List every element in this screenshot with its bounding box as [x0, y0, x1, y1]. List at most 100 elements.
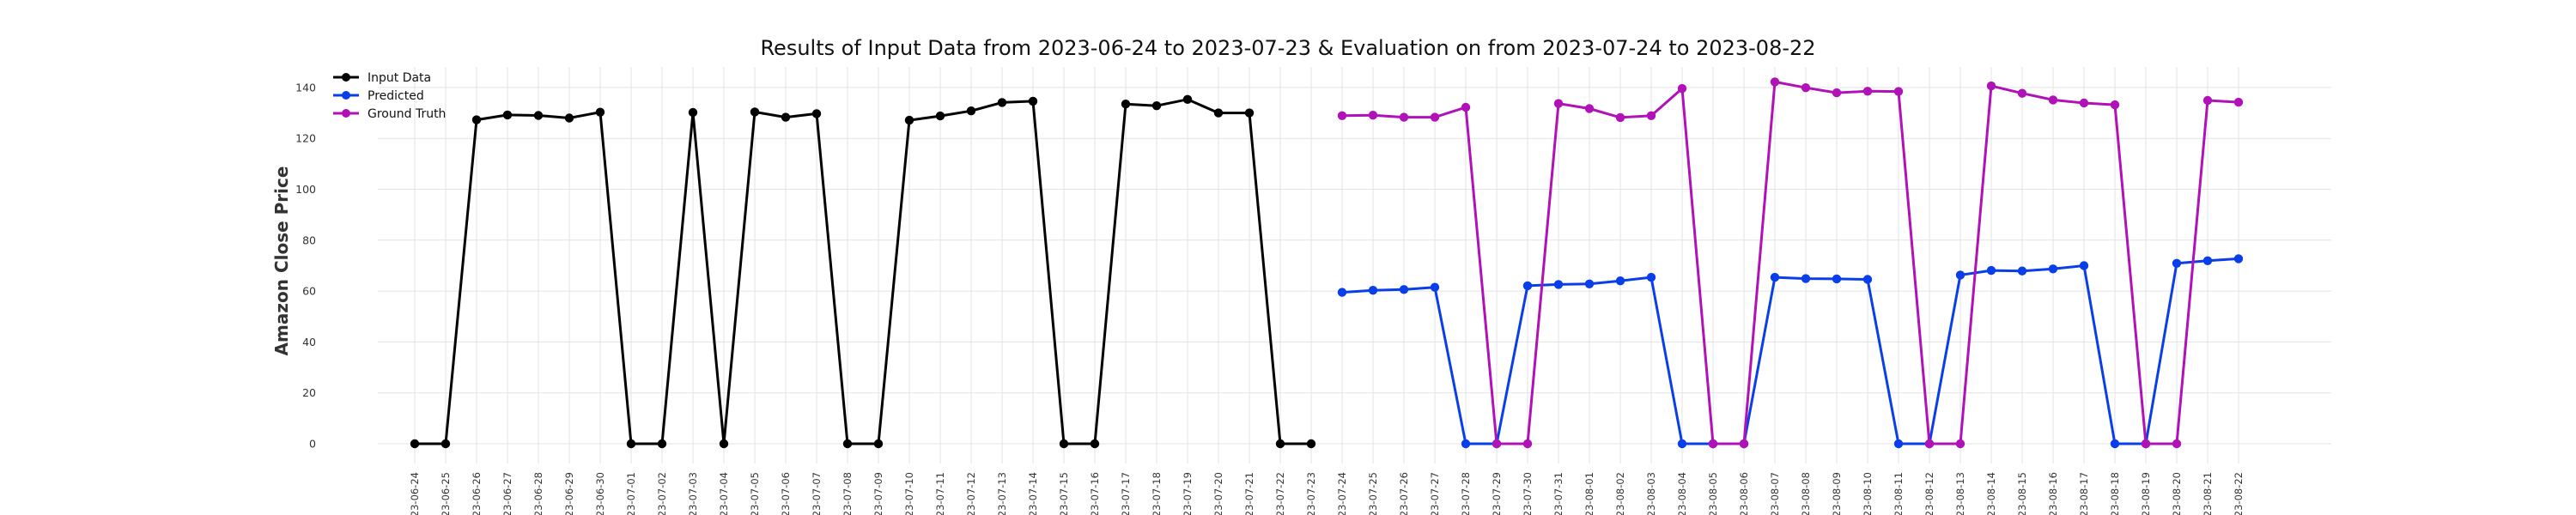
data-point	[2110, 100, 2120, 110]
data-point	[750, 107, 760, 117]
x-tick-label: -23-07-08	[841, 472, 854, 515]
data-point	[719, 439, 729, 449]
data-point	[1584, 104, 1595, 113]
series-line	[1341, 80, 2239, 445]
x-tick-label: -23-07-03	[687, 472, 699, 515]
legend: Input Data Predicted Ground Truth	[333, 71, 446, 121]
x-tick-label: -23-07-13	[996, 472, 1008, 515]
data-point	[1121, 100, 1131, 109]
legend-swatch-marker	[342, 91, 350, 100]
x-tick-label: -23-07-24	[1336, 472, 1348, 515]
data-point	[2048, 95, 2058, 105]
data-point	[997, 98, 1007, 107]
x-tick-label: -23-08-18	[2109, 472, 2121, 515]
data-point	[1862, 275, 1873, 284]
series-line	[1341, 257, 2239, 445]
x-tick-label: -23-07-31	[1552, 472, 1564, 515]
x-tick-label: -23-08-09	[1831, 472, 1843, 515]
legend-item: Ground Truth	[333, 107, 446, 121]
x-tick-label: -23-08-02	[1614, 472, 1626, 515]
y-tick-label: 60	[302, 285, 316, 298]
data-point	[1306, 439, 1316, 449]
legend-label: Predicted	[368, 89, 424, 103]
x-tick-label: -23-06-30	[594, 472, 606, 515]
data-point	[595, 107, 605, 117]
x-tick-label: -23-07-07	[811, 472, 823, 515]
data-point	[1368, 286, 1378, 295]
data-point	[1337, 288, 1347, 297]
x-tick-label: -23-07-06	[780, 472, 792, 515]
data-point	[1522, 281, 1533, 291]
x-tick-label: -23-06-27	[501, 472, 513, 515]
y-tick-label: 40	[302, 336, 316, 348]
data-point	[1337, 111, 1347, 120]
x-tick-label: -23-07-26	[1398, 472, 1410, 515]
data-point	[2017, 88, 2027, 98]
data-point	[1430, 282, 1440, 292]
x-tick-label: -23-07-10	[903, 472, 915, 515]
data-point	[1615, 276, 1625, 286]
x-tick-label: -23-08-19	[2140, 472, 2152, 515]
data-point	[904, 115, 914, 125]
data-point	[1182, 94, 1193, 105]
x-tick-label: -23-07-01	[625, 472, 637, 515]
x-tick-label: -23-08-03	[1645, 472, 1657, 515]
data-point	[2048, 264, 2058, 274]
data-point	[410, 439, 420, 449]
data-point	[1955, 270, 1965, 280]
data-point	[1399, 285, 1409, 294]
data-point	[1801, 83, 1811, 93]
x-tick-label: -23-08-20	[2171, 472, 2183, 515]
data-point	[1801, 274, 1811, 283]
x-tick-label: -23-07-19	[1182, 472, 1194, 515]
data-point	[1893, 87, 1904, 96]
y-tick-label: 100	[295, 183, 316, 196]
data-point	[842, 439, 853, 449]
x-tick-label: -23-07-17	[1120, 472, 1132, 515]
data-point	[2233, 254, 2244, 264]
data-point	[2172, 439, 2182, 449]
data-point	[1461, 439, 1471, 449]
data-point	[564, 113, 574, 123]
data-point	[1770, 272, 1780, 282]
x-tick-label: -23-07-11	[934, 472, 946, 515]
y-tick-label: 120	[295, 132, 316, 145]
legend-swatch-marker	[342, 73, 350, 82]
legend-item: Predicted	[333, 89, 424, 103]
series-input-data	[410, 94, 1316, 449]
x-tick-label: -23-08-01	[1583, 472, 1595, 515]
data-point	[1275, 439, 1285, 449]
x-tick-label: -23-08-08	[1800, 472, 1812, 515]
data-point	[1028, 96, 1038, 106]
data-point	[1677, 439, 1687, 449]
data-point	[2233, 97, 2244, 107]
data-point	[2141, 439, 2151, 449]
x-tick-label: -23-07-02	[656, 472, 668, 515]
data-point	[688, 107, 698, 118]
x-tick-label: -23-07-12	[965, 472, 977, 515]
data-point	[1492, 439, 1502, 449]
y-ticks: 0 20 40 60 80 100 120 140	[295, 81, 316, 450]
data-point	[1553, 280, 1564, 289]
x-tick-label: -23-07-30	[1522, 472, 1534, 515]
data-point	[1399, 112, 1409, 122]
data-point	[1244, 108, 1255, 118]
x-tick-label: -23-07-18	[1151, 472, 1163, 515]
legend-label: Input Data	[368, 71, 431, 85]
data-point	[1739, 439, 1749, 449]
x-ticks: -23-06-24 -23-06-25 -23-06-26 -23-06-27 -23-…	[409, 472, 2245, 515]
data-point	[1090, 439, 1100, 449]
x-tick-label: -23-07-14	[1027, 472, 1039, 515]
x-tick-label: -23-07-28	[1460, 472, 1472, 515]
data-point	[1553, 99, 1564, 108]
data-point	[1862, 87, 1873, 96]
data-point	[2079, 98, 2089, 108]
data-point	[1832, 274, 1842, 284]
data-point	[1646, 111, 1656, 120]
chart-title: Results of Input Data from 2023-06-24 to…	[760, 36, 1815, 60]
y-tick-label: 0	[309, 438, 316, 451]
series-ground-truth	[1337, 77, 2244, 449]
x-tick-label: -23-08-05	[1707, 472, 1719, 515]
data-point	[2202, 256, 2213, 265]
x-tick-label: -23-06-28	[532, 472, 544, 515]
